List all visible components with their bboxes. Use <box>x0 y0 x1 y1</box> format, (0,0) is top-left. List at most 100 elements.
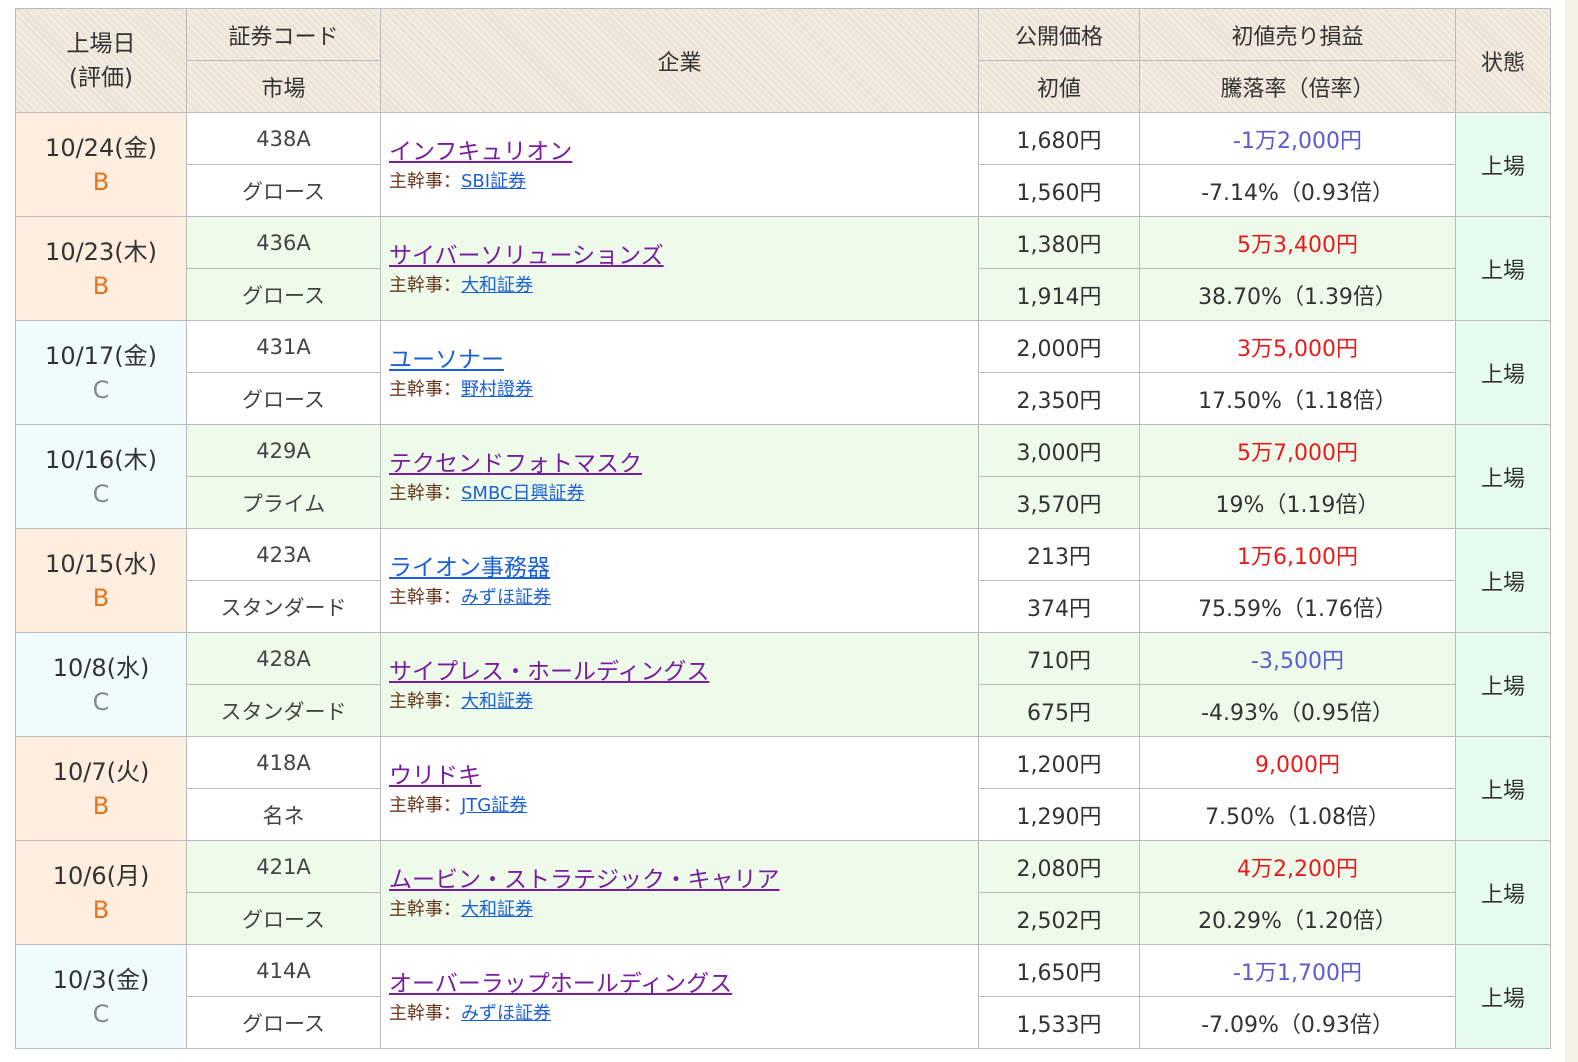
company-link[interactable]: ムービン・ストラテジック・キャリア <box>389 866 780 893</box>
underwriter-label: 主幹事： <box>389 898 461 920</box>
company-link[interactable]: テクセンドフォトマスク <box>389 450 642 477</box>
company-cell: ウリドキ主幹事：JTG証券 <box>380 736 979 841</box>
first-price: 3,570円 <box>978 476 1140 529</box>
listing-date-cell: 10/17(金) C <box>15 320 187 425</box>
status-cell: 上場 <box>1455 736 1551 841</box>
first-sale-gain: 4万2,200円 <box>1139 840 1456 893</box>
table-row: 10/7(火) B 418A ウリドキ 主幹事：JTG証券 1,200円 9,000円 上場 <box>15 736 1551 841</box>
underwriter: 主幹事：JTG証券 <box>389 793 978 819</box>
change-ratio: 19%（1.19倍） <box>1139 476 1456 529</box>
company-cell: オーバーラップホールディングス 主幹事：みずほ証券 <box>380 944 979 1049</box>
market: グロース <box>186 996 381 1049</box>
first-sale-gain: 5万7,000円 <box>1139 424 1456 477</box>
underwriter-link[interactable]: みずほ証券 <box>461 586 551 608</box>
company-link[interactable]: サイプレス・ホールディングス <box>389 658 710 685</box>
change-ratio: 7.50%（1.08倍） <box>1139 788 1456 841</box>
offer-price: 1,200円 <box>978 736 1140 789</box>
company-link[interactable]: ウリドキ <box>389 762 481 789</box>
first-sale-gain: 3万5,000円 <box>1139 320 1456 373</box>
underwriter-label: 主幹事： <box>389 274 461 296</box>
status-cell: 上場 <box>1455 528 1551 633</box>
company-link[interactable]: インフキュリオン <box>389 138 573 165</box>
table-row: 10/15(水) B 423A ライオン事務器 主幹事：みずほ証券 213円 1万6,100… <box>15 528 1551 633</box>
company-cell: サイプレス・ホールディングス 主幹事：大和証券 <box>380 632 979 737</box>
underwriter: 主幹事：SBI証券 <box>389 169 978 195</box>
listing-date-cell: 10/15(水) B <box>15 528 187 633</box>
listing-date-cell: 10/3(金) C <box>15 944 187 1049</box>
listing-date: 10/7(火) <box>52 757 150 786</box>
table-header: 上場日 (評価) 証券コード 企業 公開価格 初値売り損益 状態 市場 初値 騰… <box>15 8 1551 113</box>
table-row: 10/6(月) B 421A ムービン・ストラテジック・キャリア 主幹事：大和証券 2,0… <box>15 840 1551 945</box>
listing-date: 10/24(金) <box>45 133 157 162</box>
underwriter-link[interactable]: SBI証券 <box>461 170 527 192</box>
table-row: 10/3(金) C 414A オーバーラップホールディングス 主幹事：みずほ証券 1,65… <box>15 944 1551 1049</box>
underwriter-link[interactable]: 大和証券 <box>461 898 533 920</box>
company-cell: テクセンドフォトマスク主幹事：SMBC日興証券 <box>380 424 979 529</box>
change-ratio: -4.93%（0.95倍） <box>1139 684 1456 737</box>
listing-date: 10/6(月) <box>52 861 150 890</box>
rating-badge: B <box>92 271 110 300</box>
underwriter-label: 主幹事： <box>389 378 461 400</box>
status-cell: 上場 <box>1455 632 1551 737</box>
first-price: 374円 <box>978 580 1140 633</box>
header-first-price: 初値 <box>978 60 1140 113</box>
listing-date-cell: 10/23(木) B <box>15 216 187 321</box>
underwriter: 主幹事：大和証券 <box>389 897 978 923</box>
change-ratio: 20.29%（1.20倍） <box>1139 892 1456 945</box>
table-row: 10/23(木) B 436A サイバーソリューションズ 主幹事：大和証券 1,380円 5… <box>15 216 1551 321</box>
company-link[interactable]: サイバーソリューションズ <box>389 242 664 269</box>
status-cell: 上場 <box>1455 320 1551 425</box>
company-link[interactable]: オーバーラップホールディングス <box>389 970 733 997</box>
offer-price: 2,080円 <box>978 840 1140 893</box>
first-sale-gain: -1万2,000円 <box>1139 112 1456 165</box>
status-cell: 上場 <box>1455 424 1551 529</box>
listing-date-cell: 10/24(金) B <box>15 112 187 217</box>
header-status: 状態 <box>1455 8 1551 113</box>
table-row: 名ネ 1,290円 7.50%（1.08倍） <box>16 788 1551 841</box>
offer-price: 1,680円 <box>978 112 1140 165</box>
header-code: 証券コード <box>186 8 381 61</box>
underwriter-link[interactable]: 大和証券 <box>461 274 533 296</box>
header-ratio: 騰落率（倍率） <box>1139 60 1456 113</box>
first-price: 1,914円 <box>978 268 1140 321</box>
rating-badge: C <box>92 687 110 716</box>
company-link[interactable]: ライオン事務器 <box>389 554 550 581</box>
first-price: 1,533円 <box>978 996 1140 1049</box>
header-date-label: 上場日 <box>66 30 136 57</box>
security-code: 438A <box>186 112 381 165</box>
change-ratio: -7.09%（0.93倍） <box>1139 996 1456 1049</box>
change-ratio: 17.50%（1.18倍） <box>1139 372 1456 425</box>
security-code: 414A <box>186 944 381 997</box>
header-company: 企業 <box>380 8 979 113</box>
listing-date: 10/16(木) <box>45 445 157 474</box>
underwriter-label: 主幹事： <box>389 794 461 816</box>
company-cell: インフキュリオン主幹事：SBI証券 <box>380 112 979 217</box>
security-code: 421A <box>186 840 381 893</box>
underwriter-label: 主幹事： <box>389 482 461 504</box>
first-sale-gain: -3,500円 <box>1139 632 1456 685</box>
listing-date-cell: 10/8(水) C <box>15 632 187 737</box>
underwriter-link[interactable]: 野村證券 <box>461 378 533 400</box>
rating-badge: C <box>92 375 110 404</box>
listing-date: 10/23(木) <box>45 237 157 266</box>
security-code: 436A <box>186 216 381 269</box>
company-link[interactable]: ユーソナー <box>389 346 504 373</box>
underwriter-link[interactable]: JTG証券 <box>461 794 528 816</box>
market: グロース <box>186 268 381 321</box>
market: グロース <box>186 372 381 425</box>
underwriter-label: 主幹事： <box>389 170 461 192</box>
underwriter-link[interactable]: みずほ証券 <box>461 1002 551 1024</box>
underwriter: 主幹事：SMBC日興証券 <box>389 481 978 507</box>
listing-date-cell: 10/6(月) B <box>15 840 187 945</box>
market: プライム <box>186 476 381 529</box>
company-cell: ムービン・ストラテジック・キャリア主幹事：大和証券 <box>380 840 979 945</box>
table-row: スタンダード 675円 -4.93%（0.95倍） <box>16 684 1551 737</box>
listing-date-cell: 10/7(火) B <box>15 736 187 841</box>
underwriter: 主幹事：野村證券 <box>389 377 978 403</box>
offer-price: 1,650円 <box>978 944 1140 997</box>
first-price: 1,290円 <box>978 788 1140 841</box>
underwriter-link[interactable]: 大和証券 <box>461 690 533 712</box>
underwriter-link[interactable]: SMBC日興証券 <box>461 482 585 504</box>
first-sale-gain: 5万3,400円 <box>1139 216 1456 269</box>
